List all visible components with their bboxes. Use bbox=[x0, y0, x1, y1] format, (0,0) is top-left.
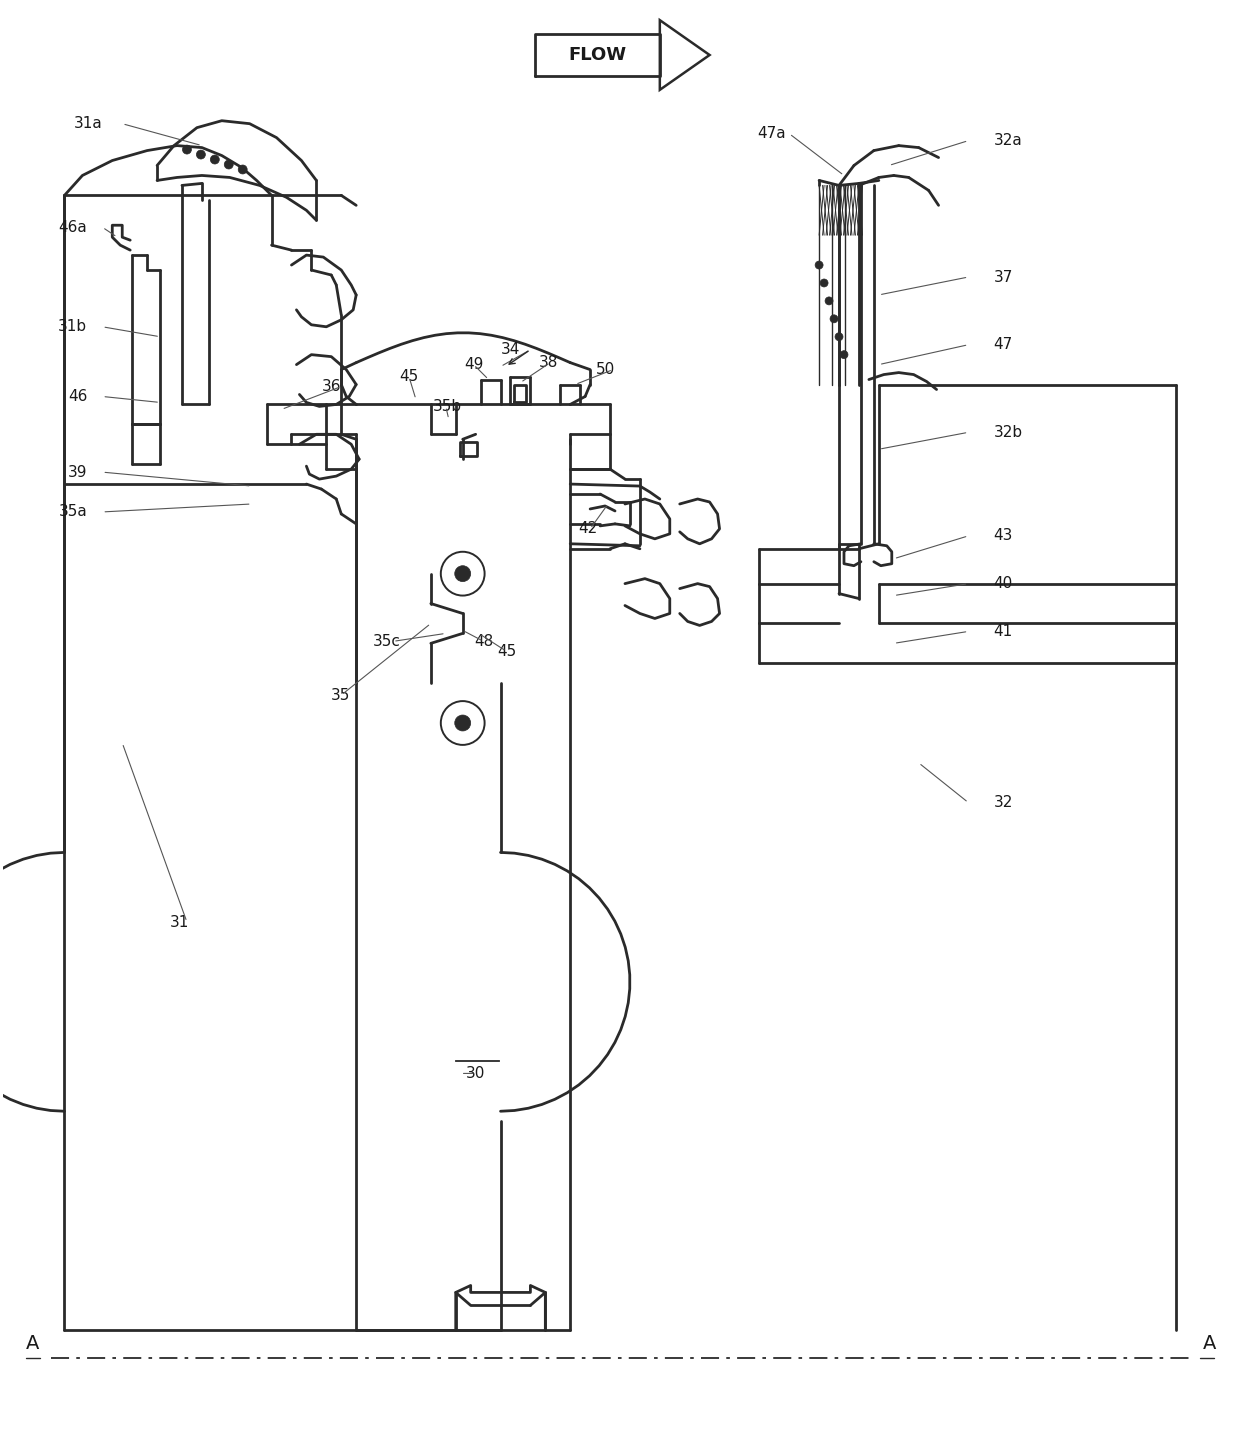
Text: 35b: 35b bbox=[433, 398, 463, 414]
Text: A: A bbox=[1203, 1333, 1216, 1352]
Circle shape bbox=[839, 351, 848, 359]
Text: 31a: 31a bbox=[73, 117, 103, 131]
Circle shape bbox=[455, 566, 471, 582]
Text: 37: 37 bbox=[993, 270, 1013, 284]
Circle shape bbox=[196, 150, 206, 159]
Text: A: A bbox=[26, 1333, 40, 1352]
Text: 35: 35 bbox=[331, 688, 351, 703]
Text: 50: 50 bbox=[595, 362, 615, 377]
Text: 31b: 31b bbox=[58, 319, 87, 335]
Text: 42: 42 bbox=[578, 521, 598, 537]
Circle shape bbox=[820, 278, 828, 287]
Text: 40: 40 bbox=[993, 576, 1013, 592]
Text: 36: 36 bbox=[321, 380, 341, 394]
Text: 47a: 47a bbox=[756, 126, 786, 141]
Text: 32a: 32a bbox=[993, 133, 1022, 149]
Circle shape bbox=[238, 165, 247, 175]
Text: 32b: 32b bbox=[993, 424, 1023, 440]
Text: 45: 45 bbox=[399, 369, 419, 384]
Text: 46a: 46a bbox=[58, 219, 87, 235]
Text: 31: 31 bbox=[170, 915, 190, 929]
Text: 46: 46 bbox=[68, 390, 87, 404]
Circle shape bbox=[835, 333, 843, 341]
Text: 48: 48 bbox=[474, 633, 494, 649]
Text: 34: 34 bbox=[501, 342, 521, 358]
Text: 35c: 35c bbox=[373, 633, 401, 649]
Text: 38: 38 bbox=[538, 355, 558, 369]
Text: 35a: 35a bbox=[58, 505, 87, 519]
Circle shape bbox=[815, 261, 823, 268]
Circle shape bbox=[211, 154, 219, 165]
Circle shape bbox=[455, 716, 471, 732]
Text: 49: 49 bbox=[464, 356, 484, 372]
Circle shape bbox=[182, 146, 191, 154]
Text: 32: 32 bbox=[993, 795, 1013, 810]
Circle shape bbox=[825, 297, 833, 304]
Text: 41: 41 bbox=[993, 623, 1013, 639]
Text: 45: 45 bbox=[497, 644, 516, 659]
Text: FLOW: FLOW bbox=[568, 46, 626, 63]
Circle shape bbox=[830, 315, 838, 323]
Text: 43: 43 bbox=[993, 528, 1013, 544]
Text: 47: 47 bbox=[993, 338, 1013, 352]
Text: 39: 39 bbox=[68, 465, 87, 479]
Text: 30: 30 bbox=[466, 1066, 485, 1081]
Circle shape bbox=[224, 160, 233, 169]
